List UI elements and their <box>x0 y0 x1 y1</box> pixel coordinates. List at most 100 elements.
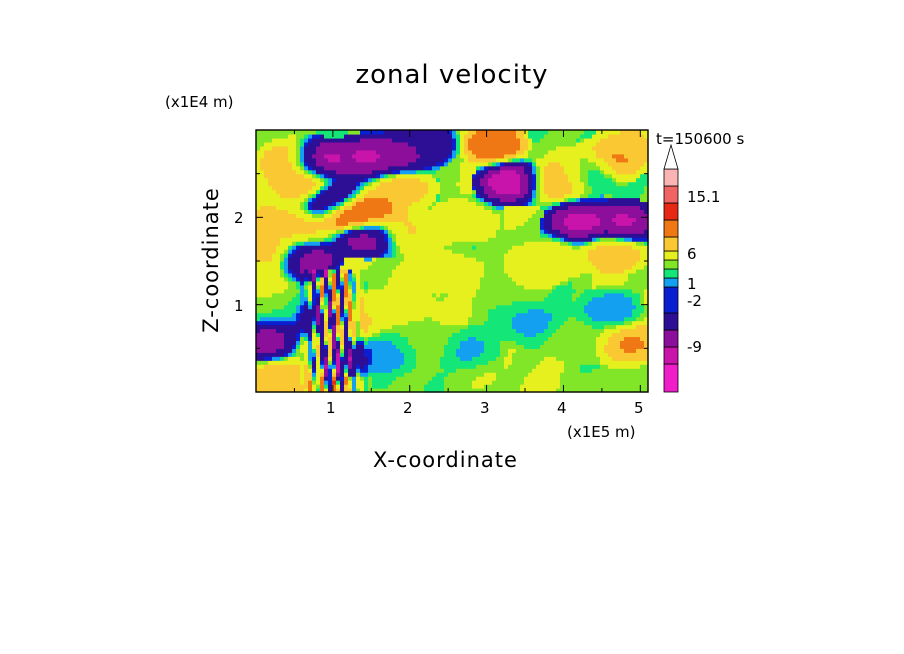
contour-cell <box>324 356 329 361</box>
contour-cell <box>456 221 461 226</box>
contour-cell <box>644 372 649 377</box>
contour-cell <box>460 205 465 210</box>
contour-cell <box>492 245 497 250</box>
contour-cell <box>636 324 641 330</box>
contour-cell <box>268 348 273 353</box>
contour-cell <box>488 320 493 326</box>
contour-cell <box>288 352 293 357</box>
contour-cell <box>484 217 489 222</box>
contour-cell <box>628 308 633 314</box>
contour-cell <box>552 217 557 222</box>
contour-cell <box>628 284 633 290</box>
contour-cell <box>292 312 297 318</box>
contour-cell <box>400 308 405 314</box>
contour-cell <box>336 324 341 330</box>
contour-cell <box>472 253 477 258</box>
contour-cell <box>564 324 569 330</box>
contour-cell <box>540 205 545 210</box>
contour-cell <box>604 284 609 290</box>
contour-cell <box>628 237 633 242</box>
contour-cell <box>260 348 265 353</box>
contour-cell <box>632 280 637 286</box>
contour-cell <box>336 348 341 353</box>
contour-cell <box>544 249 549 254</box>
contour-cell <box>476 257 481 262</box>
contour-cell <box>256 332 261 338</box>
contour-cell <box>328 340 333 345</box>
contour-cell <box>376 205 381 210</box>
contour-cell <box>492 205 497 210</box>
contour-cell <box>428 380 433 385</box>
contour-cell <box>328 332 333 338</box>
contour-cell <box>472 217 477 222</box>
contour-cell <box>412 276 417 282</box>
contour-cell <box>352 372 357 377</box>
contour-cell <box>484 284 489 290</box>
contour-cell <box>608 213 613 218</box>
contour-cell <box>592 225 597 230</box>
contour-cell <box>276 253 281 258</box>
contour-cell <box>532 261 537 266</box>
contour-cell <box>284 332 289 338</box>
contour-cell <box>520 304 525 310</box>
contour-cell <box>340 340 345 345</box>
contour-cell <box>488 284 493 290</box>
contour-cell <box>468 324 473 330</box>
contour-cell <box>392 324 397 330</box>
contour-cell <box>360 225 365 230</box>
contour-cell <box>408 340 413 345</box>
contour-cell <box>308 264 313 270</box>
contour-cell <box>452 217 457 222</box>
contour-cell <box>452 328 457 334</box>
contour-cell <box>484 356 489 361</box>
contour-cell <box>572 300 577 306</box>
contour-cell <box>364 205 369 210</box>
contour-cell <box>316 308 321 314</box>
contour-cell <box>540 376 545 381</box>
contour-cell <box>376 245 381 250</box>
contour-cell <box>356 352 361 357</box>
contour-cell <box>628 213 633 218</box>
contour-cell <box>500 264 505 270</box>
contour-cell <box>512 272 517 278</box>
contour-cell <box>428 336 433 341</box>
contour-cell <box>612 336 617 341</box>
contour-cell <box>312 304 317 310</box>
contour-cell <box>336 225 341 230</box>
contour-cell <box>372 193 377 199</box>
contour-cell <box>360 189 365 195</box>
contour-cell <box>624 372 629 377</box>
contour-cell <box>572 372 577 377</box>
contour-cell <box>336 336 341 341</box>
contour-cell <box>540 233 545 238</box>
contour-cell <box>504 261 509 266</box>
contour-cell <box>420 249 425 254</box>
contour-cell <box>532 388 537 393</box>
contour-cell <box>280 189 285 195</box>
contour-cell <box>488 296 493 302</box>
contour-cell <box>568 360 573 365</box>
contour-cell <box>620 348 625 353</box>
contour-cell <box>264 205 269 210</box>
contour-cell <box>428 344 433 349</box>
contour-cell <box>392 352 397 357</box>
contour-cell <box>448 304 453 310</box>
contour-cell <box>408 221 413 226</box>
contour-cell <box>416 284 421 290</box>
contour-cell <box>548 193 553 199</box>
contour-cell <box>576 348 581 353</box>
contour-cell <box>356 229 361 234</box>
contour-cell <box>460 225 465 230</box>
contour-cell <box>428 241 433 246</box>
contour-cell <box>384 233 389 238</box>
contour-cell <box>308 241 313 246</box>
contour-cell <box>388 276 393 282</box>
contour-cell <box>300 292 305 298</box>
contour-cell <box>604 237 609 242</box>
contour-cell <box>556 324 561 330</box>
contour-cell <box>536 300 541 306</box>
contour-cell <box>632 288 637 294</box>
contour-cell <box>284 197 289 203</box>
contour-cell <box>420 324 425 330</box>
contour-cell <box>336 268 341 274</box>
